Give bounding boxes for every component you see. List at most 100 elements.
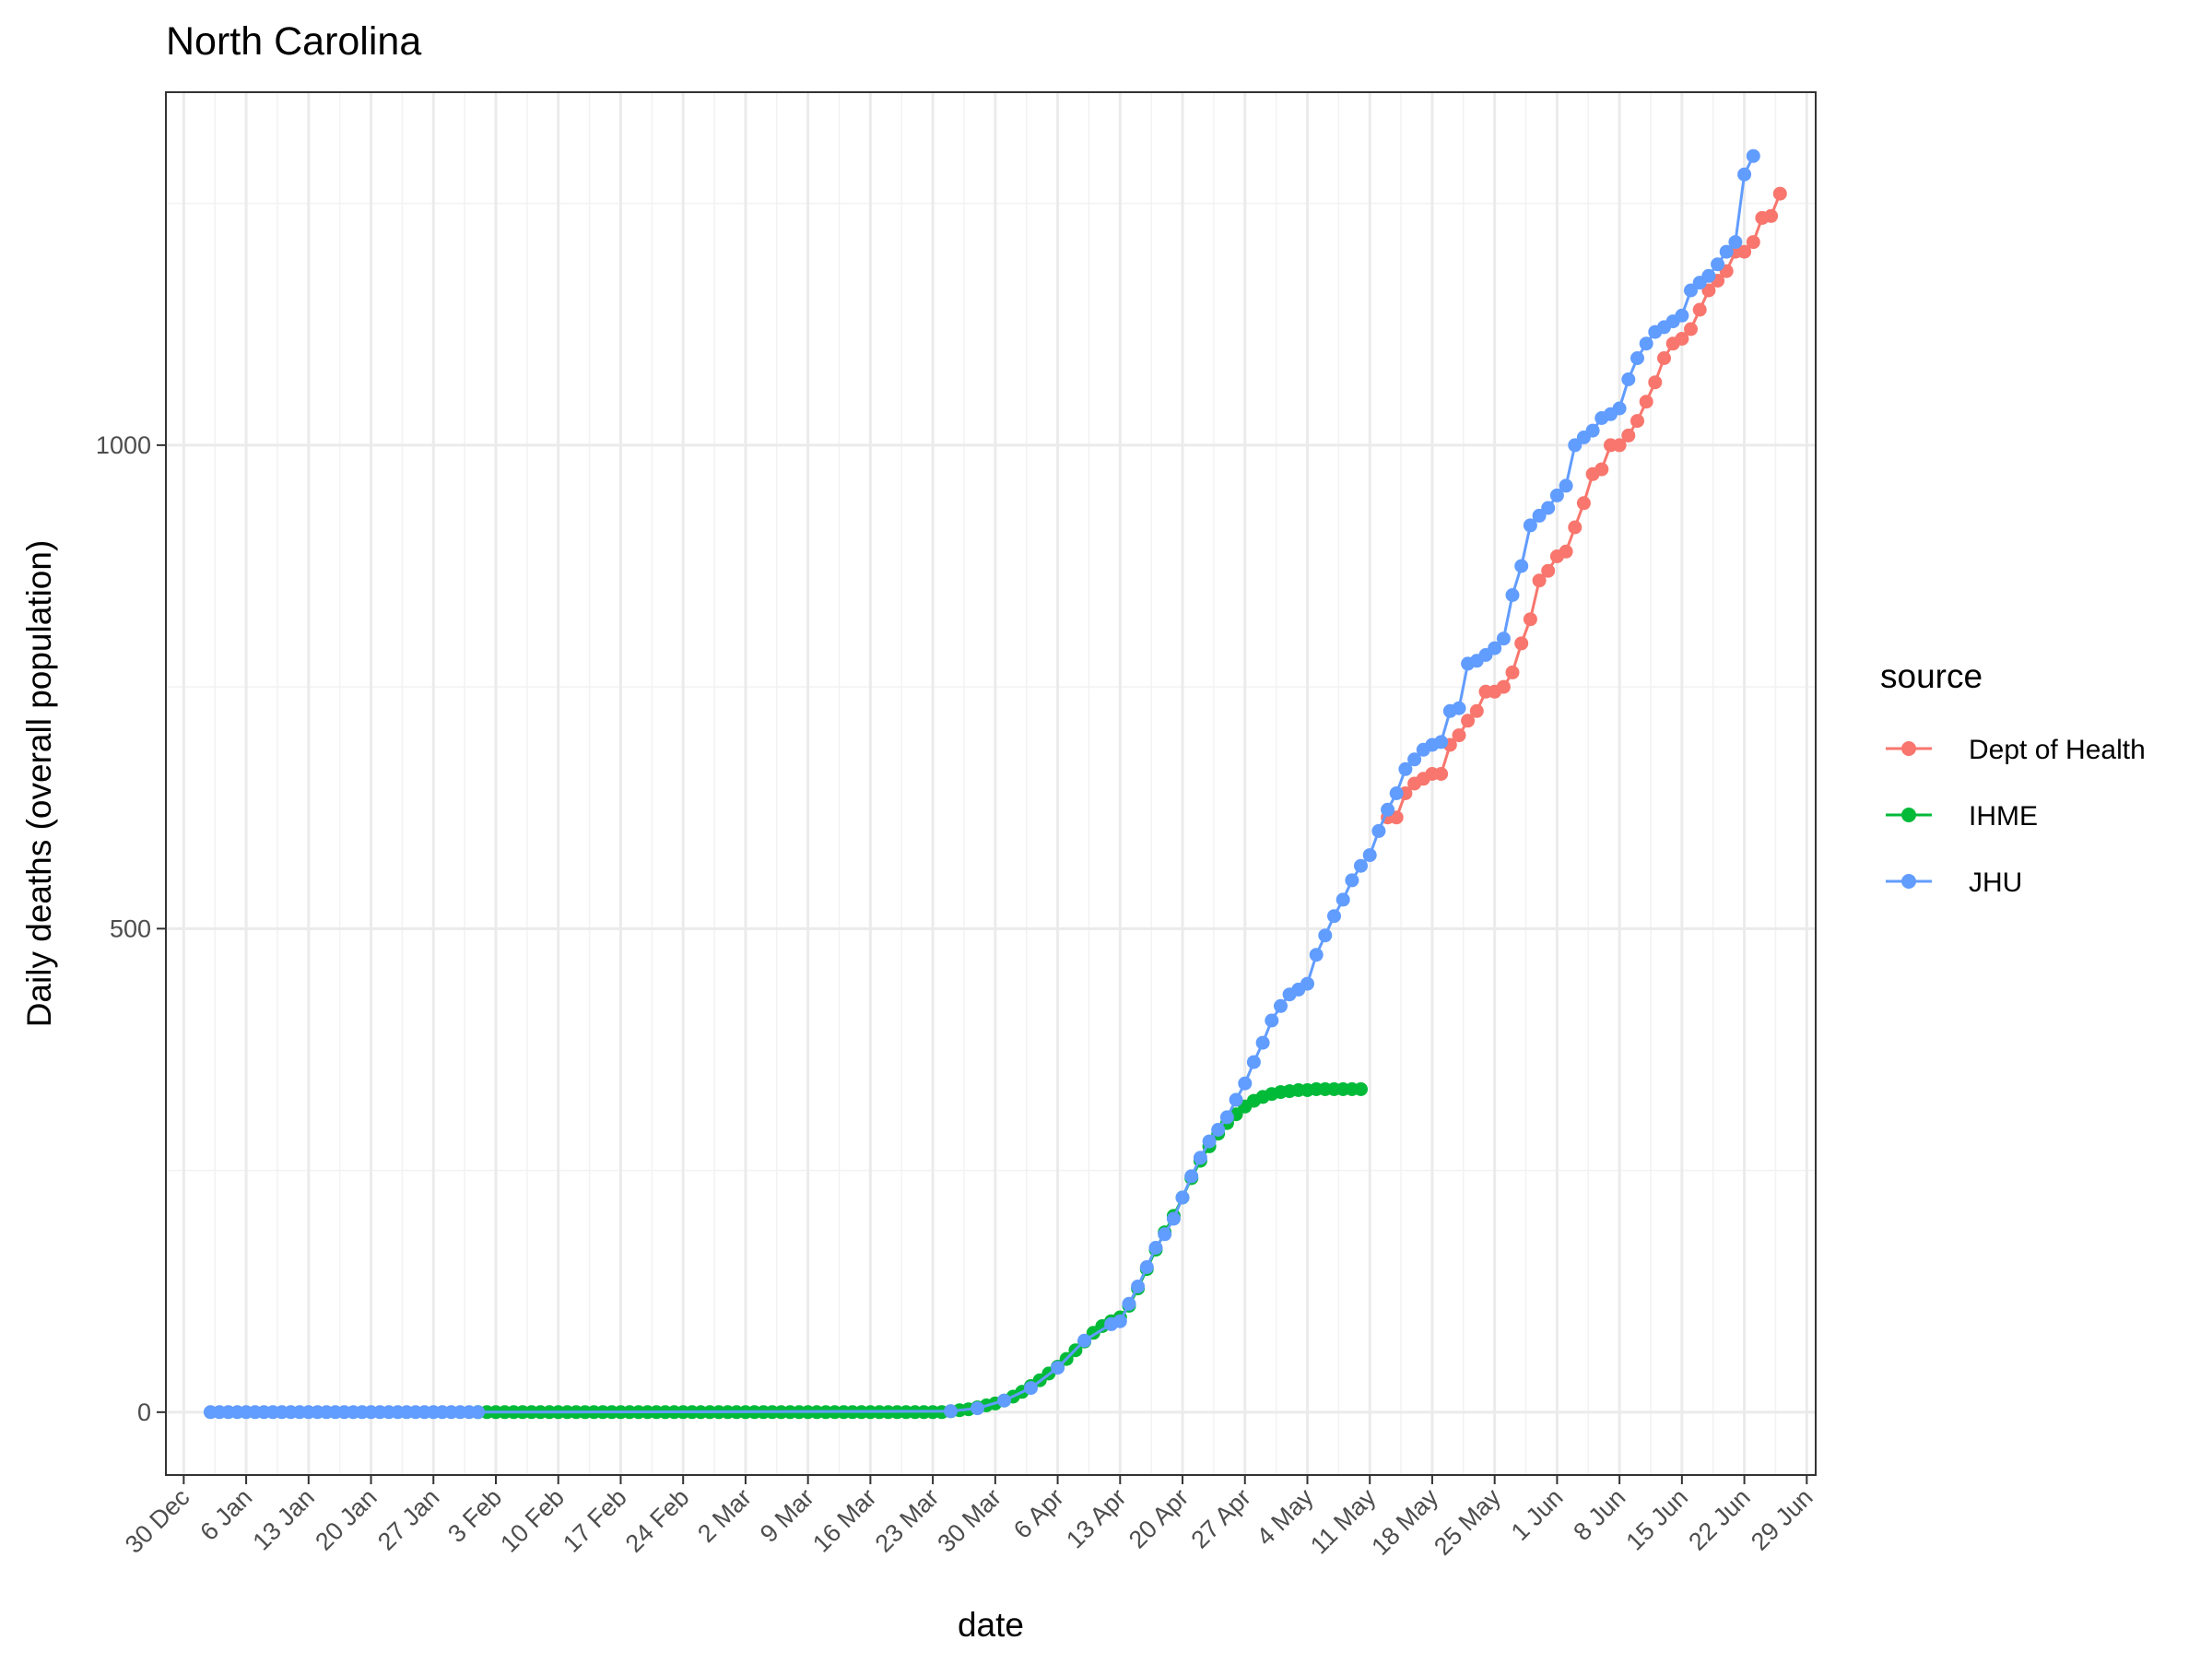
data-point-jhu [1701,268,1716,283]
data-point-dept-of-health [1452,728,1466,743]
data-point-jhu [1434,735,1449,749]
data-point-jhu [1158,1227,1172,1242]
data-point-jhu [944,1404,958,1419]
legend: source Dept of Health IHME JHU [1880,657,2146,898]
data-point-dept-of-health [1657,351,1671,365]
data-point-jhu [1505,588,1520,602]
data-point-jhu [1122,1296,1136,1311]
data-point-dept-of-health [1772,186,1787,201]
data-point-jhu [1077,1333,1092,1348]
data-point-dept-of-health [1461,714,1476,728]
data-point-dept-of-health [1576,496,1591,511]
data-point-dept-of-health [1496,679,1511,694]
data-point-jhu [1131,1280,1146,1293]
data-point-jhu [971,1401,984,1416]
data-point-jhu [1639,336,1653,351]
data-point-jhu [1541,501,1556,515]
data-point-jhu [1139,1260,1154,1274]
data-point-dept-of-health [1648,375,1663,390]
data-point-dept-of-health [1621,428,1636,443]
legend-items: Dept of Health IHME JHU [1886,735,2146,898]
data-point-jhu [1630,351,1644,365]
legend-item-ihme: IHME [1886,801,2038,832]
data-point-jhu [1166,1211,1181,1226]
data-point-jhu [1496,631,1511,646]
legend-key-marker [1901,808,1916,822]
data-point-jhu [1407,752,1422,767]
data-point-jhu [1711,257,1725,272]
data-point-dept-of-health [1514,636,1529,651]
legend-item-dept-of-health: Dept of Health [1886,735,2146,765]
data-point-dept-of-health [1630,414,1644,429]
y-tick-label: 0 [137,1398,151,1426]
data-point-jhu [1246,1055,1261,1069]
data-point-dept-of-health [1568,520,1583,535]
data-point-jhu [1728,235,1743,250]
data-point-jhu [1488,641,1502,655]
y-tick-label: 1000 [96,431,151,459]
data-point-jhu [1229,1092,1243,1107]
data-point-jhu [1238,1076,1253,1091]
legend-title: source [1880,657,1983,695]
data-point-jhu [1193,1151,1207,1165]
data-point-jhu [1175,1190,1190,1205]
data-point-jhu [1371,823,1386,838]
data-point-dept-of-health [1701,283,1716,298]
data-point-jhu [1362,848,1377,863]
series-dept-of-health [1381,186,1787,825]
data-point-jhu [1024,1381,1038,1396]
plot-series [203,148,1787,1420]
data-point-jhu [1148,1241,1163,1255]
data-point-dept-of-health [1532,573,1547,588]
data-point-dept-of-health [1684,322,1698,336]
legend-label: Dept of Health [1969,735,2146,765]
legend-label: JHU [1969,867,2022,898]
data-point-jhu [1335,892,1350,907]
data-point-jhu [1112,1314,1127,1328]
data-point-jhu [1719,244,1734,259]
data-point-jhu [1211,1123,1226,1137]
data-point-dept-of-health [1737,244,1752,259]
chart-title: North Carolina [166,19,421,64]
data-point-jhu [1202,1134,1217,1149]
y-axis-title: Daily deaths (overall population) [20,540,58,1028]
data-point-jhu [1255,1035,1270,1050]
data-point-jhu [1389,786,1404,800]
data-point-jhu [1354,858,1368,873]
legend-item-jhu: JHU [1886,867,2022,898]
data-point-dept-of-health [1675,332,1689,346]
data-point-dept-of-health [1505,665,1520,679]
data-point-jhu [1345,873,1359,888]
data-point-jhu [1398,761,1413,776]
data-point-jhu [997,1393,1011,1408]
data-point-jhu [1585,423,1600,438]
data-point-dept-of-health [1764,208,1779,223]
data-point-jhu [1274,998,1288,1013]
data-point-jhu [471,1405,486,1420]
data-point-jhu [1300,976,1314,991]
data-point-jhu [1523,518,1537,533]
data-point-jhu [1514,559,1529,573]
data-point-jhu [1621,372,1636,386]
x-axis-title: date [958,1606,1024,1644]
data-point-jhu [1675,308,1689,323]
data-point-dept-of-health [1523,612,1537,627]
data-point-jhu [1327,909,1341,924]
data-point-jhu [1737,167,1752,182]
data-point-jhu [1381,802,1395,817]
y-tick-label: 500 [110,915,151,942]
data-point-dept-of-health [1746,235,1760,250]
data-point-dept-of-health [1434,767,1449,781]
data-point-dept-of-health [1612,438,1627,453]
data-point-jhu [1219,1110,1234,1125]
data-point-jhu [1184,1169,1199,1184]
data-point-ihme [1354,1082,1368,1096]
data-point-dept-of-health [1559,544,1573,559]
series-jhu [203,148,1760,1420]
data-point-jhu [1309,948,1324,962]
data-point-dept-of-health [1594,462,1609,477]
data-point-jhu [1318,928,1333,943]
data-point-jhu [1051,1361,1065,1375]
